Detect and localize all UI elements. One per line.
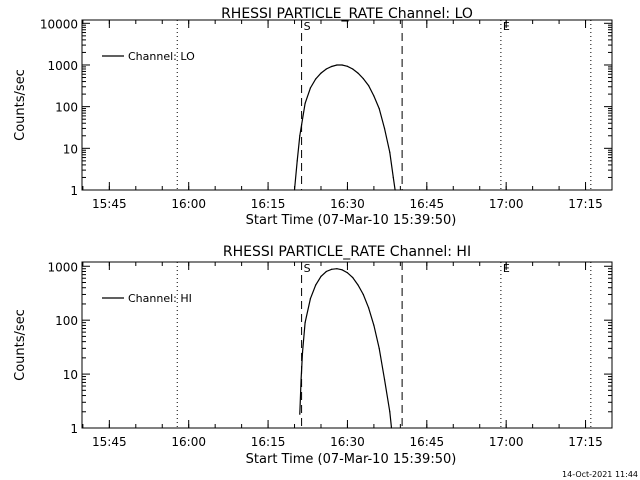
data-point xyxy=(331,65,333,68)
x-tick-label: 17:15 xyxy=(568,435,603,449)
data-point xyxy=(378,347,380,349)
data-point xyxy=(389,411,391,413)
time-marker-label: E xyxy=(503,262,510,275)
data-point xyxy=(293,189,296,191)
x-tick-label: 16:15 xyxy=(251,197,286,211)
data-point xyxy=(346,272,348,274)
data-point xyxy=(325,270,327,273)
y-tick-label: 100 xyxy=(55,101,78,115)
y-tick-label: 100 xyxy=(55,314,78,328)
data-point xyxy=(301,352,304,354)
x-tick-label: 15:45 xyxy=(92,197,127,211)
data-point xyxy=(341,64,343,66)
data-point xyxy=(325,68,327,70)
legend-entry: Channel: HI xyxy=(128,292,192,305)
data-point xyxy=(383,378,386,380)
x-axis-label: Start Time (07-Mar-10 15:39:50) xyxy=(246,213,457,228)
x-axis-label: Start Time (07-Mar-10 15:39:50) xyxy=(246,452,457,467)
y-axis-label: Counts/sec xyxy=(13,69,28,141)
x-tick-label: 17:00 xyxy=(489,197,524,211)
data-point xyxy=(368,85,370,87)
y-axis-label: Counts/sec xyxy=(13,309,28,381)
chart-title: RHESSI PARTICLE_RATE Channel: HI xyxy=(223,244,471,260)
x-tick-label: 16:00 xyxy=(171,197,206,211)
data-point xyxy=(352,68,354,70)
data-point xyxy=(320,275,322,277)
data-point xyxy=(346,65,348,67)
time-marker-label: S xyxy=(304,20,311,33)
data-point xyxy=(304,102,306,104)
data-point xyxy=(357,284,359,286)
data-point xyxy=(341,269,343,271)
data-point xyxy=(352,276,354,279)
data-point xyxy=(378,108,380,110)
data-point xyxy=(336,268,338,270)
y-tick-label: 10 xyxy=(63,142,78,156)
x-tick-label: 17:15 xyxy=(568,197,603,211)
x-tick-label: 16:45 xyxy=(410,435,445,449)
time-marker-label: E xyxy=(503,20,510,33)
data-point xyxy=(392,176,394,179)
y-tick-label: 1000 xyxy=(47,59,78,73)
series-line xyxy=(299,268,393,429)
data-point xyxy=(368,307,370,309)
x-tick-label: 16:45 xyxy=(410,197,445,211)
data-point xyxy=(357,72,359,74)
y-tick-label: 10000 xyxy=(40,17,78,31)
x-tick-label: 16:30 xyxy=(330,197,365,211)
data-point xyxy=(390,427,393,429)
data-point xyxy=(373,95,375,97)
plot-frame xyxy=(81,19,613,191)
data-point xyxy=(296,160,298,162)
data-point xyxy=(320,72,322,74)
data-point xyxy=(389,151,391,153)
data-point xyxy=(373,324,375,326)
data-point xyxy=(300,378,302,380)
chart-title: RHESSI PARTICLE_RATE Channel: LO xyxy=(221,6,473,22)
data-point xyxy=(336,64,338,66)
x-tick-label: 16:15 xyxy=(251,435,286,449)
y-tick-label: 1000 xyxy=(47,260,78,274)
data-point xyxy=(299,413,301,415)
y-tick-label: 1 xyxy=(70,422,78,436)
x-tick-label: 16:00 xyxy=(171,435,206,449)
x-tick-label: 17:00 xyxy=(489,435,524,449)
panel-hi: RHESSI PARTICLE_RATE Channel: HI 1 10 100 10… xyxy=(13,244,613,467)
x-tick-label: 15:45 xyxy=(92,435,127,449)
legend-entry: Channel: LO xyxy=(128,50,195,63)
y-tick-label: 10 xyxy=(63,368,78,382)
x-tick-label: 16:30 xyxy=(330,435,365,449)
data-point xyxy=(383,127,386,129)
footer-timestamp: 14-Oct-2021 11:44 xyxy=(562,470,638,479)
data-point xyxy=(315,78,317,80)
y-tick-label: 1 xyxy=(70,184,78,198)
data-point xyxy=(362,293,364,296)
plot-frame xyxy=(81,261,613,429)
data-point xyxy=(299,135,301,137)
series-line xyxy=(293,64,396,191)
data-point xyxy=(309,87,311,89)
data-point xyxy=(331,268,333,270)
data-point xyxy=(362,78,364,80)
data-point xyxy=(315,284,317,286)
panel-lo: RHESSI PARTICLE_RATE Channel: LO 1 10 100 10… xyxy=(13,6,613,228)
data-point xyxy=(309,298,311,300)
time-marker-label: S xyxy=(304,262,311,275)
data-point xyxy=(394,189,396,191)
data-point xyxy=(304,322,306,324)
